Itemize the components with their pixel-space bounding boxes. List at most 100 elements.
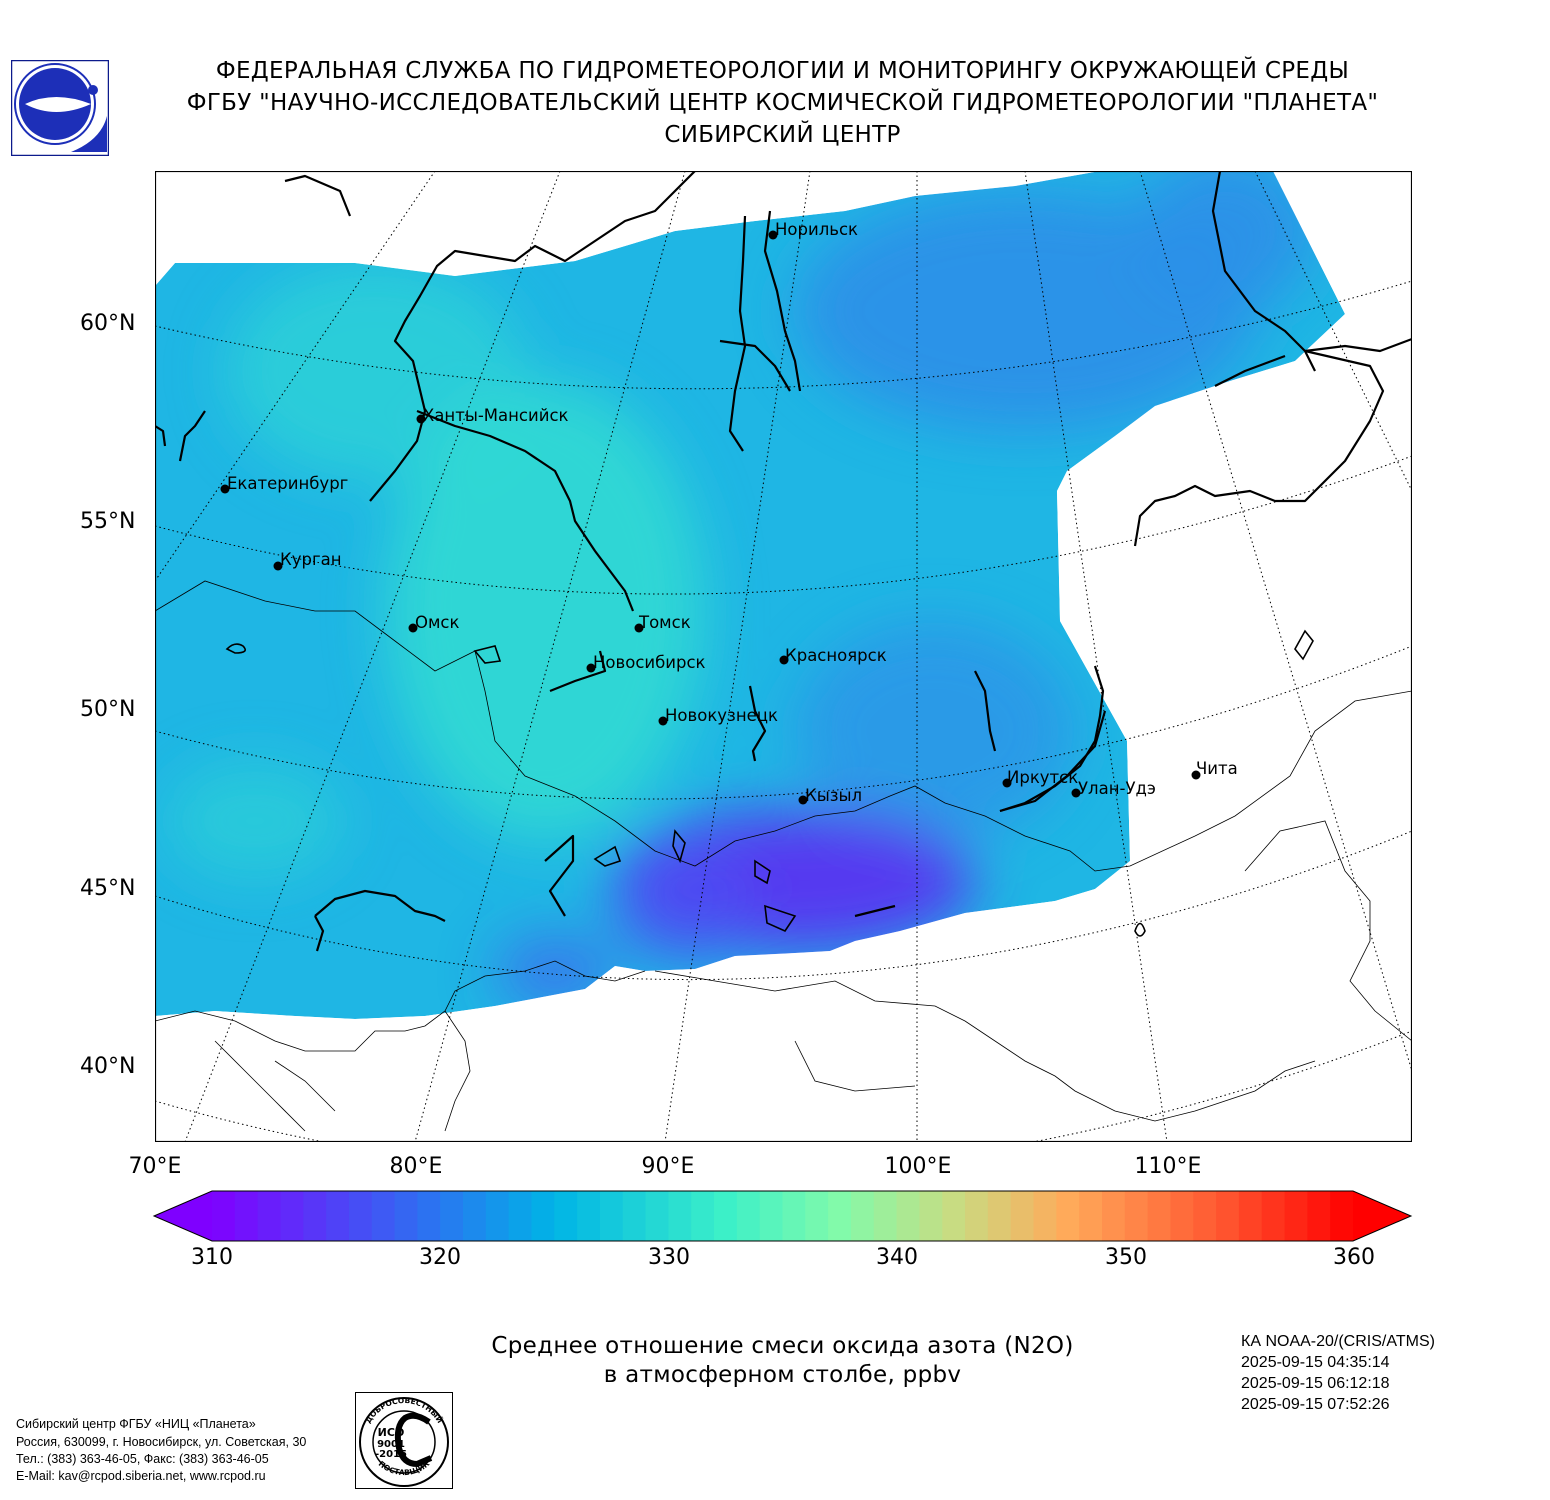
colorbar-segment [257, 1191, 282, 1241]
colorbar-segment [212, 1191, 236, 1241]
colorbar-segment [371, 1191, 396, 1241]
city-label-ulan-ude: Улан-Удэ [1078, 779, 1156, 798]
colorbar-segment [987, 1191, 1012, 1241]
colorbar-segment [326, 1191, 350, 1241]
city-label-omsk: Омск [415, 613, 460, 632]
city-dot [634, 623, 644, 633]
high-zone [385, 381, 705, 841]
colorbar-segment [1216, 1191, 1240, 1241]
header-line-2: ФГБУ "НАУЧНО-ИССЛЕДОВАТЕЛЬСКИЙ ЦЕНТР КОС… [186, 90, 1379, 116]
colorbar-segment [1101, 1191, 1126, 1241]
colorbar-segment [1284, 1191, 1308, 1241]
colorbar-segment [440, 1191, 464, 1241]
colorbar-segment [303, 1191, 327, 1241]
n2o-map: Норильск Ханты-Мансийск Екатеринбург Кур… [155, 171, 1412, 1142]
satellite-name: КА NOAA-20/(CRIS/ATMS) [1241, 1333, 1435, 1350]
city-label-khanty-mansiysk: Ханты-Мансийск [423, 406, 569, 425]
address-line: Тел.: (383) 363-46-05, Факс: (383) 363-4… [16, 1452, 269, 1466]
colorbar-segment [1010, 1191, 1035, 1241]
colorbar-segment [1079, 1191, 1103, 1241]
colorbar-segment [531, 1191, 555, 1241]
colorbar-segment [965, 1191, 989, 1241]
colorbar-segment [873, 1191, 898, 1241]
city-dot [779, 655, 789, 665]
city-dot [220, 484, 230, 494]
colorbar-segment [1238, 1191, 1263, 1241]
colorbar-tick: 360 [1333, 1245, 1375, 1270]
colorbar-segment [691, 1191, 715, 1241]
rivers [155, 171, 1412, 952]
colorbar-tick: 340 [876, 1245, 918, 1270]
city-dot [586, 663, 596, 673]
colorbar-segment [280, 1191, 304, 1241]
city-label-novokuznetsk: Новокузнецк [665, 706, 778, 725]
address-line: E-Mail: kav@rcpod.siberia.net, www.rcpod… [16, 1469, 266, 1483]
product-title-line-1: Среднее отношение смеси оксида азота (N2… [491, 1333, 1074, 1359]
city-label-irkutsk: Иркутск [1007, 768, 1078, 787]
colorbar-segment [1261, 1191, 1286, 1241]
colorbar-outline [152, 1190, 1413, 1242]
lon-label: 80°E [389, 1154, 443, 1179]
lon-label: 70°E [128, 1154, 182, 1179]
colorbar-segment [1307, 1191, 1331, 1241]
city-label-yekaterinburg: Екатеринбург [227, 474, 348, 493]
colorbar-segment [828, 1191, 852, 1241]
address-line: Сибирский центр ФГБУ «НИЦ «Планета» [16, 1417, 256, 1431]
city-dot [798, 795, 808, 805]
product-title-line-2: в атмосферном столбе, ppbv [603, 1362, 962, 1388]
address-line: Россия, 630099, г. Новосибирск, ул. Сове… [16, 1435, 307, 1449]
colorbar-segment [805, 1191, 829, 1241]
colorbar-segment [919, 1191, 943, 1241]
header-line-1: ФЕДЕРАЛЬНАЯ СЛУЖБА ПО ГИДРОМЕТЕОРОЛОГИИ … [215, 58, 1350, 84]
planeta-logo [11, 60, 109, 156]
city-label-tomsk: Томск [638, 613, 691, 632]
lat-label: 55°N [80, 509, 136, 534]
header-line-3: СИБИРСКИЙ ЦЕНТР [664, 122, 901, 148]
iso-line-2: 9001 [377, 1439, 405, 1450]
colorbar-segment [554, 1191, 578, 1241]
colorbar-segment [1147, 1191, 1172, 1241]
city-dot [768, 230, 778, 240]
iso-line-3: -2015 [375, 1449, 407, 1460]
colorbar-segment [577, 1191, 601, 1241]
lon-label: 100°E [884, 1154, 952, 1179]
pass-time: 2025-09-15 07:52:26 [1241, 1396, 1390, 1413]
colorbar-segment [417, 1191, 441, 1241]
colorbar-segment [508, 1191, 533, 1241]
lat-label: 60°N [80, 311, 136, 336]
lakes [225, 629, 1314, 937]
colorbar-tick: 330 [648, 1245, 690, 1270]
colorbar-segment [736, 1191, 761, 1241]
pass-time: 2025-09-15 04:35:14 [1241, 1354, 1390, 1371]
colorbar-segment [1056, 1191, 1080, 1241]
colorbar-segment [599, 1191, 624, 1241]
colorbar-segment [622, 1191, 647, 1241]
city-label-krasnoyarsk: Красноярск [785, 646, 887, 665]
colorbar-segment [394, 1191, 418, 1241]
city-label-chita: Чита [1196, 759, 1238, 778]
colorbar-segment [1033, 1191, 1057, 1241]
graticule [155, 171, 1412, 1142]
colorbar-segment [1124, 1191, 1149, 1241]
city-dot [416, 414, 426, 424]
colorbar-tick: 350 [1105, 1245, 1147, 1270]
colorbar-segment [485, 1191, 510, 1241]
lon-label: 90°E [641, 1154, 695, 1179]
colorbar-segment [759, 1191, 784, 1241]
colorbar-segment [1193, 1191, 1217, 1241]
city-dot [1191, 770, 1201, 780]
city-dot [1002, 778, 1012, 788]
colorbar-segment [942, 1191, 966, 1241]
pass-time: 2025-09-15 06:12:18 [1241, 1375, 1390, 1392]
colorbar-segment [782, 1191, 806, 1241]
colorbar-segment [463, 1191, 487, 1241]
colorbar-segment [1330, 1191, 1354, 1241]
colorbar-tick: 320 [419, 1245, 461, 1270]
colorbar-segment [348, 1191, 373, 1241]
city-label-kurgan: Курган [280, 550, 342, 569]
colorbar-segment [896, 1191, 921, 1241]
city-label-norilsk: Норильск [775, 220, 858, 239]
colorbar-segment [234, 1191, 259, 1241]
lat-label: 40°N [80, 1054, 136, 1079]
cities: Норильск Ханты-Мансийск Екатеринбург Кур… [220, 220, 1238, 805]
